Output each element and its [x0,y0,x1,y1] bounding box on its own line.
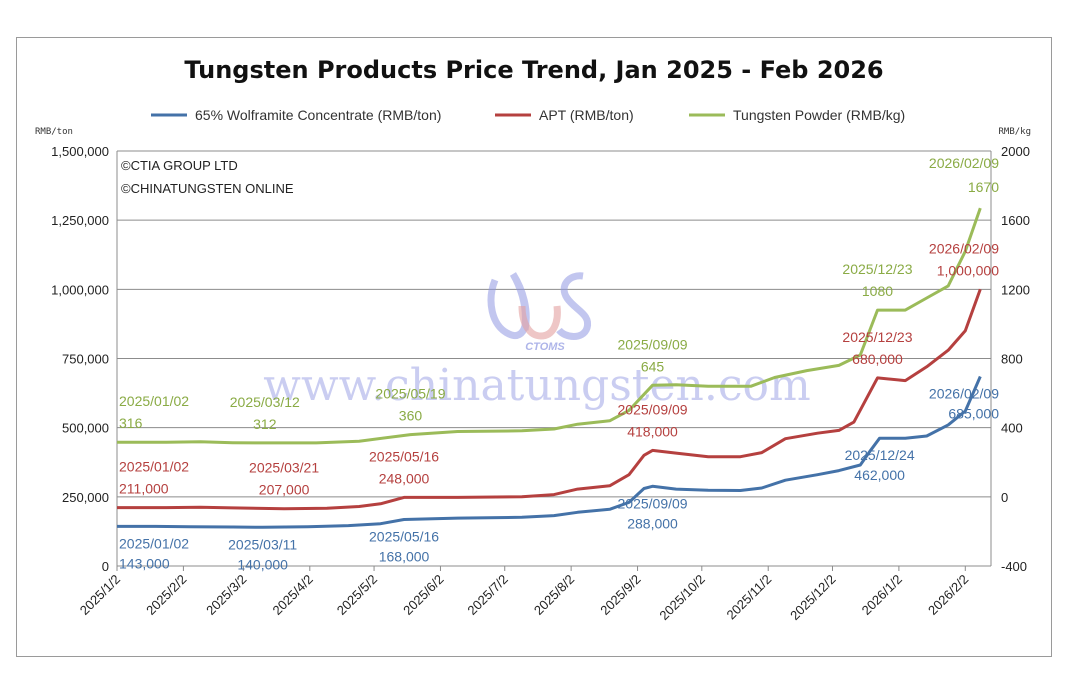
watermark-logo-text: CTOMS [525,341,565,353]
copyright-line-2: ©CHINATUNGSTEN ONLINE [121,181,294,196]
chart-frame: Tungsten Products Price Trend, Jan 2025 … [16,37,1052,657]
y-right-tick-label: 1600 [1001,213,1030,228]
annotation-value: 211,000 [119,481,169,497]
legend: 65% Wolframite Concentrate (RMB/ton) APT… [151,107,905,123]
annotation-date: 2025/09/09 [618,336,688,352]
legend-label-powder: Tungsten Powder (RMB/kg) [733,107,905,123]
x-tick-label: 2025/1/2 [77,572,123,618]
annotation-value: 685,000 [948,405,999,421]
annotation-value: 312 [253,416,277,432]
x-tick-label: 2025/7/2 [464,572,510,618]
annotation-value: 316 [119,415,143,431]
annotation-date: 2025/12/23 [842,329,912,345]
y-left-tick-label: 750,000 [62,352,109,367]
x-tick-label: 2025/9/2 [597,572,643,618]
annotation-value: 645 [641,358,665,374]
x-tick-label: 2025/3/2 [203,572,249,618]
annotation-date: 2025/05/16 [369,529,439,545]
annotation-value: 207,000 [259,482,310,498]
series-line-apt [117,288,982,511]
annotation-date: 2025/01/02 [119,393,189,409]
annotation-value: 462,000 [854,467,905,483]
annotation-value: 680,000 [852,351,903,367]
x-tick-label: 2025/11/2 [724,572,775,623]
annotation-date: 2026/02/09 [929,385,999,401]
y-right-tick-label: -400 [1001,559,1027,574]
y-left-tick-label: 500,000 [62,421,109,436]
y-left-tick-label: 1,000,000 [51,282,109,297]
watermark-logo [487,272,592,340]
y-left-tick-label: 250,000 [62,490,109,505]
annotation-date: 2025/05/19 [375,386,445,402]
x-tick-label: 2025/5/2 [334,572,380,618]
series-line-wolframite [117,375,982,529]
annotation-value: 143,000 [119,555,170,571]
y-left-tick-label: 0 [102,559,109,574]
legend-label-apt: APT (RMB/ton) [539,107,634,123]
annotation-date: 2025/03/11 [228,536,297,552]
series-line-tungsten-powder [117,207,982,445]
x-tick-label: 2026/1/2 [859,572,905,618]
y-left-tick-label: 1,500,000 [51,144,109,159]
watermark: CTOMS www.chinatungsten.com [263,272,811,411]
y-left-tick-label: 1,250,000 [51,213,109,228]
annotation-date: 2025/03/21 [249,460,319,476]
annotation-value: 168,000 [379,549,430,565]
y-right-tick-label: 1200 [1001,282,1030,297]
x-tick-label: 2025/8/2 [531,572,577,618]
x-tick-label: 2025/10/2 [656,572,708,624]
annotation-value: 1670 [968,179,999,195]
annotation-value: 140,000 [237,556,288,572]
annotation-date: 2025/01/02 [119,535,189,551]
x-tick-label: 2025/12/2 [787,572,839,624]
annotation-date: 2026/02/09 [929,240,999,256]
annotation-value: 418,000 [627,423,678,439]
annotation-value: 248,000 [379,470,430,486]
y-right-tick-label: 800 [1001,352,1023,367]
annotation-date: 2025/12/24 [845,447,915,463]
x-tick-label: 2025/6/2 [400,572,446,618]
y-right-tick-label: 0 [1001,490,1008,505]
annotation-date: 2025/12/23 [842,261,912,277]
annotation-date: 2025/05/16 [369,448,439,464]
x-tick-label: 2025/2/2 [143,572,189,618]
annotation-date: 2025/01/02 [119,459,189,475]
chart-title: Tungsten Products Price Trend, Jan 2025 … [184,56,883,84]
copyright-line-1: ©CTIA GROUP LTD [121,158,238,173]
annotation-date: 2025/03/12 [230,394,300,410]
legend-label-wolframite: 65% Wolframite Concentrate (RMB/ton) [195,107,441,123]
left-axis-unit: RMB/ton [35,127,73,137]
chart: Tungsten Products Price Trend, Jan 2025 … [35,56,1031,624]
y-right-tick-label: 2000 [1001,144,1030,159]
x-tick-label: 2025/4/2 [270,572,316,618]
x-tick-label: 2026/2/2 [925,572,971,618]
annotations: 2025/01/02 316 2025/03/12 312 2025/05/19 360 2… [119,155,999,572]
right-axis-unit: RMB/kg [998,127,1031,137]
annotation-value: 288,000 [627,515,678,531]
annotation-value: 360 [399,408,423,424]
y-right-tick-label: 400 [1001,421,1023,436]
annotation-date: 2026/02/09 [929,155,999,171]
annotation-date: 2025/09/09 [618,401,688,417]
annotation-value: 1080 [862,283,893,299]
annotation-value: 1,000,000 [937,262,999,278]
annotation-date: 2025/09/09 [618,495,688,511]
series-lines [117,207,982,529]
